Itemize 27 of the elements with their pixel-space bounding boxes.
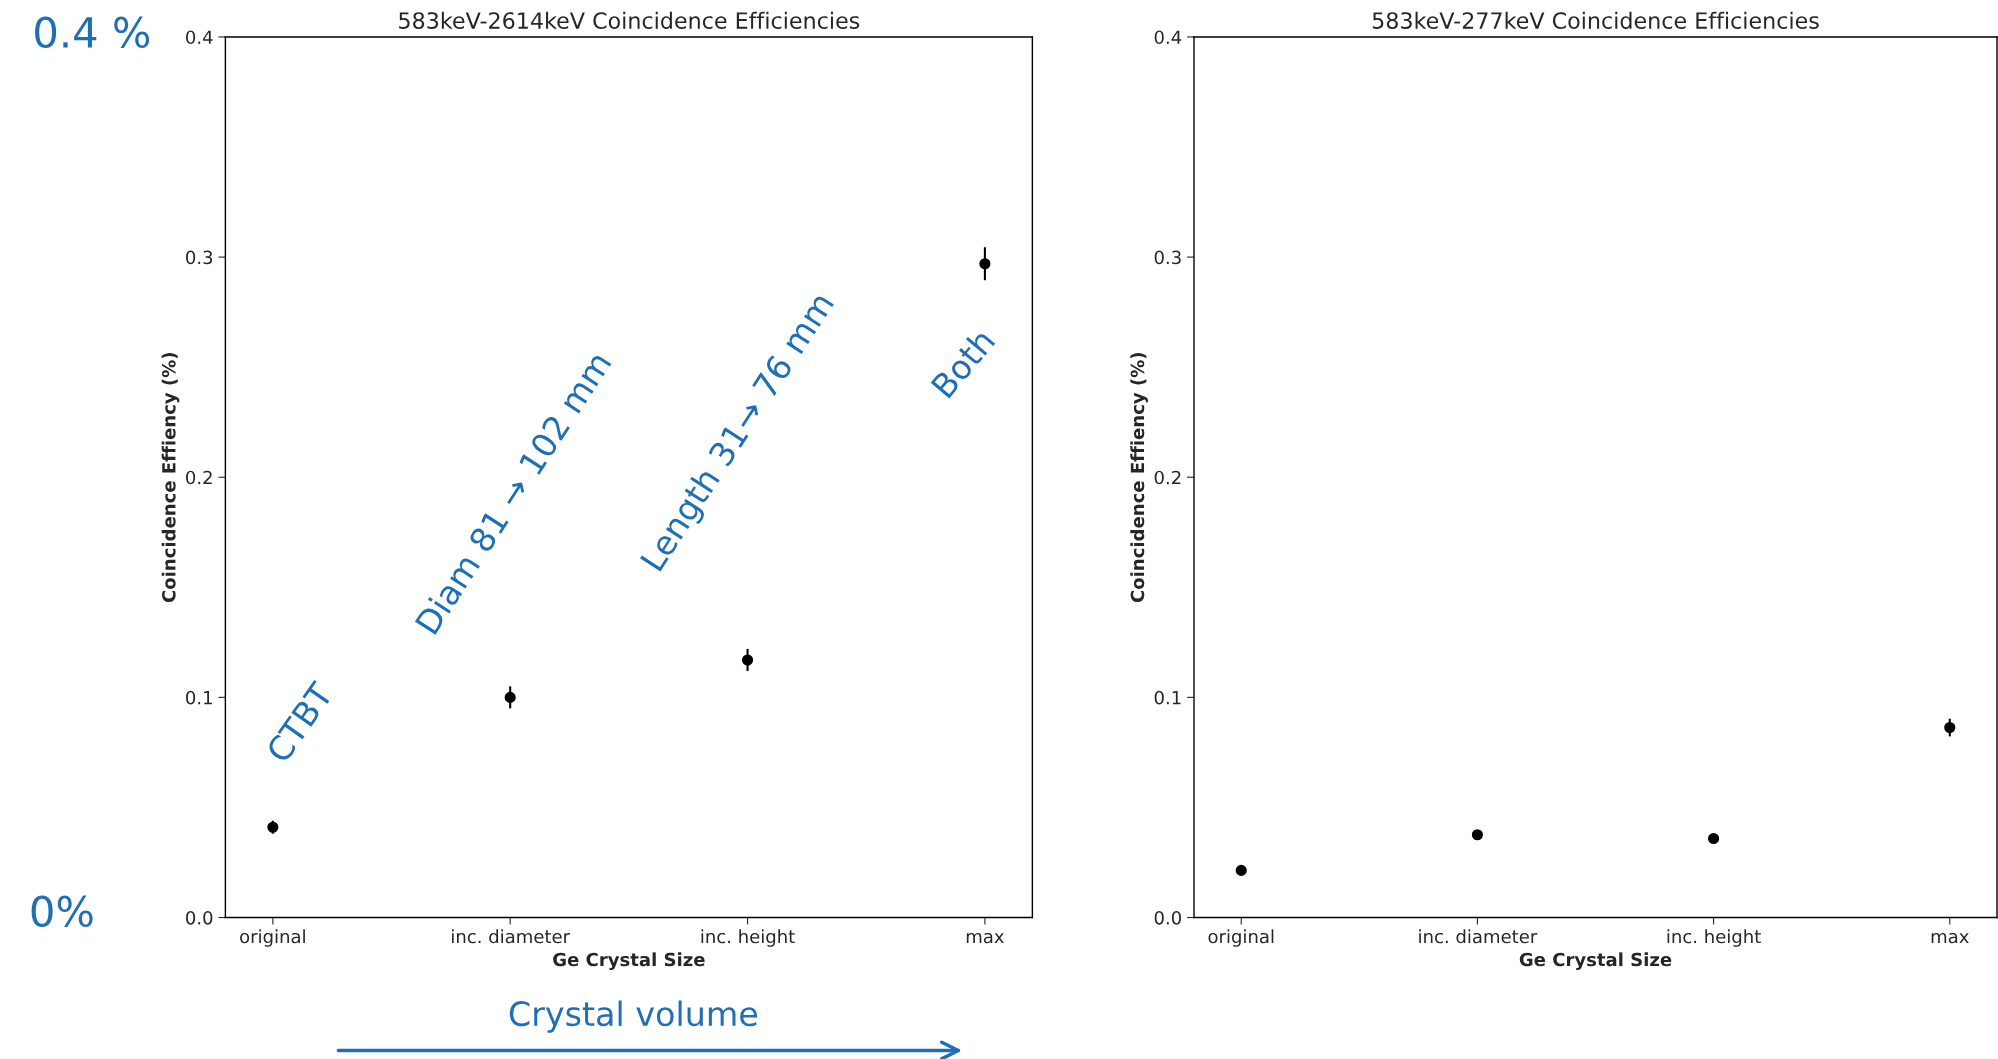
y-axis-title: Coincidence Effiency (%) [161, 353, 180, 603]
y-tick-label: 0.3 [1154, 250, 1181, 265]
x-axis-title: Ge Crystal Size [1519, 952, 1672, 970]
chart-title: 583keV-277keV Coincidence Efficiencies [1372, 11, 1819, 29]
x-tick-label: inc. diameter [452, 929, 571, 944]
x-tick-label: inc. diameter [1419, 929, 1538, 944]
text: Crystal volume [509, 1000, 758, 1033]
y-axis-title: Coincidence Effiency (%) [1130, 353, 1148, 603]
x-tick-label: inc. height [1667, 929, 1761, 947]
y-tick-label: 0.0 [186, 910, 213, 925]
y-tick-label: 0.4 [186, 30, 213, 45]
text: 0.4 % [35, 16, 150, 49]
y-tick-label: 0.2 [1154, 470, 1181, 485]
y-tick-label: 0.2 [186, 470, 212, 485]
chart-title: 583keV-2614keV Coincidence Efficiencies [399, 11, 860, 29]
y-tick-label: 0.0 [1154, 910, 1181, 925]
y-tick-label: 0.3 [186, 250, 213, 265]
x-tick-label: max [1931, 932, 1969, 944]
y-tick-label: 0.4 [1154, 30, 1182, 45]
x-tick-label: original [240, 929, 305, 947]
y-tick-label: 0.1 [1154, 690, 1181, 705]
x-tick-label: inc. height [701, 929, 795, 947]
y-tick-label: 0.1 [186, 690, 212, 705]
x-tick-label: original [1208, 929, 1274, 947]
x-tick-label: max [966, 932, 1004, 944]
x-axis-title: Ge Crystal Size [553, 952, 705, 970]
text: 0% [31, 895, 93, 928]
